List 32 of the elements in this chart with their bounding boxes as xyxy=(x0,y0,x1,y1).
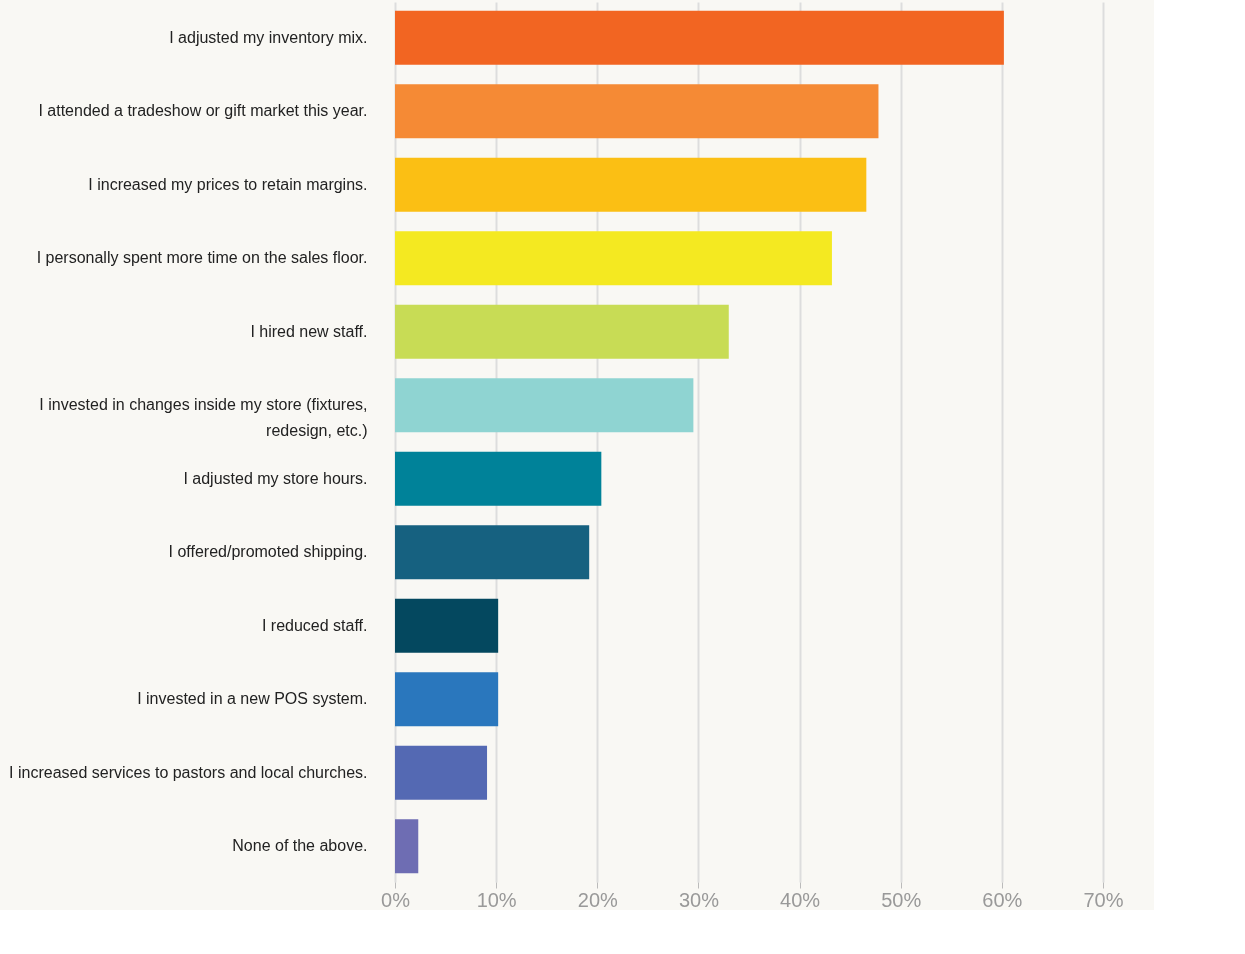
x-tick-label: 70% xyxy=(1083,888,1124,911)
y-tick-label: I invested in a new POS system. xyxy=(137,690,368,708)
y-tick-label: I hired new staff. xyxy=(250,322,368,340)
bar xyxy=(395,84,879,139)
bar xyxy=(395,10,1004,65)
y-tick-label: I offered/promoted shipping. xyxy=(168,543,368,561)
x-tick-label: 30% xyxy=(678,888,720,911)
x-tick-label: 60% xyxy=(982,888,1023,911)
x-tick-label: 10% xyxy=(476,888,517,911)
y-tick-label: I increased my prices to retain margins. xyxy=(88,175,368,193)
x-tick-label: 40% xyxy=(780,888,821,911)
bar xyxy=(395,819,419,874)
bar xyxy=(395,672,499,727)
bar xyxy=(395,598,499,653)
x-tick-label: 20% xyxy=(577,888,619,911)
x-tick-label: 50% xyxy=(881,888,922,911)
bar xyxy=(395,525,590,580)
bar xyxy=(395,157,867,212)
bar xyxy=(395,231,832,286)
y-tick-label: I invested in changes inside my store (fixtures, redesign, etc.) xyxy=(39,396,368,440)
x-tick-label: 0% xyxy=(381,888,411,911)
y-tick-label: I personally spent more time on the sales floor. xyxy=(36,249,368,267)
y-tick-label: I adjusted my inventory mix. xyxy=(169,28,368,46)
y-tick-label: I adjusted my store hours. xyxy=(183,469,368,487)
y-tick-label: I attended a tradeshow or gift market this year. xyxy=(38,102,368,120)
bar xyxy=(395,451,602,506)
y-tick-label: None of the above. xyxy=(232,837,368,855)
bar xyxy=(395,378,694,433)
y-tick-label: I reduced staff. xyxy=(261,616,368,634)
bar xyxy=(395,304,729,359)
bar xyxy=(395,745,488,800)
y-tick-label: I increased services to pastors and local churches. xyxy=(9,763,368,781)
